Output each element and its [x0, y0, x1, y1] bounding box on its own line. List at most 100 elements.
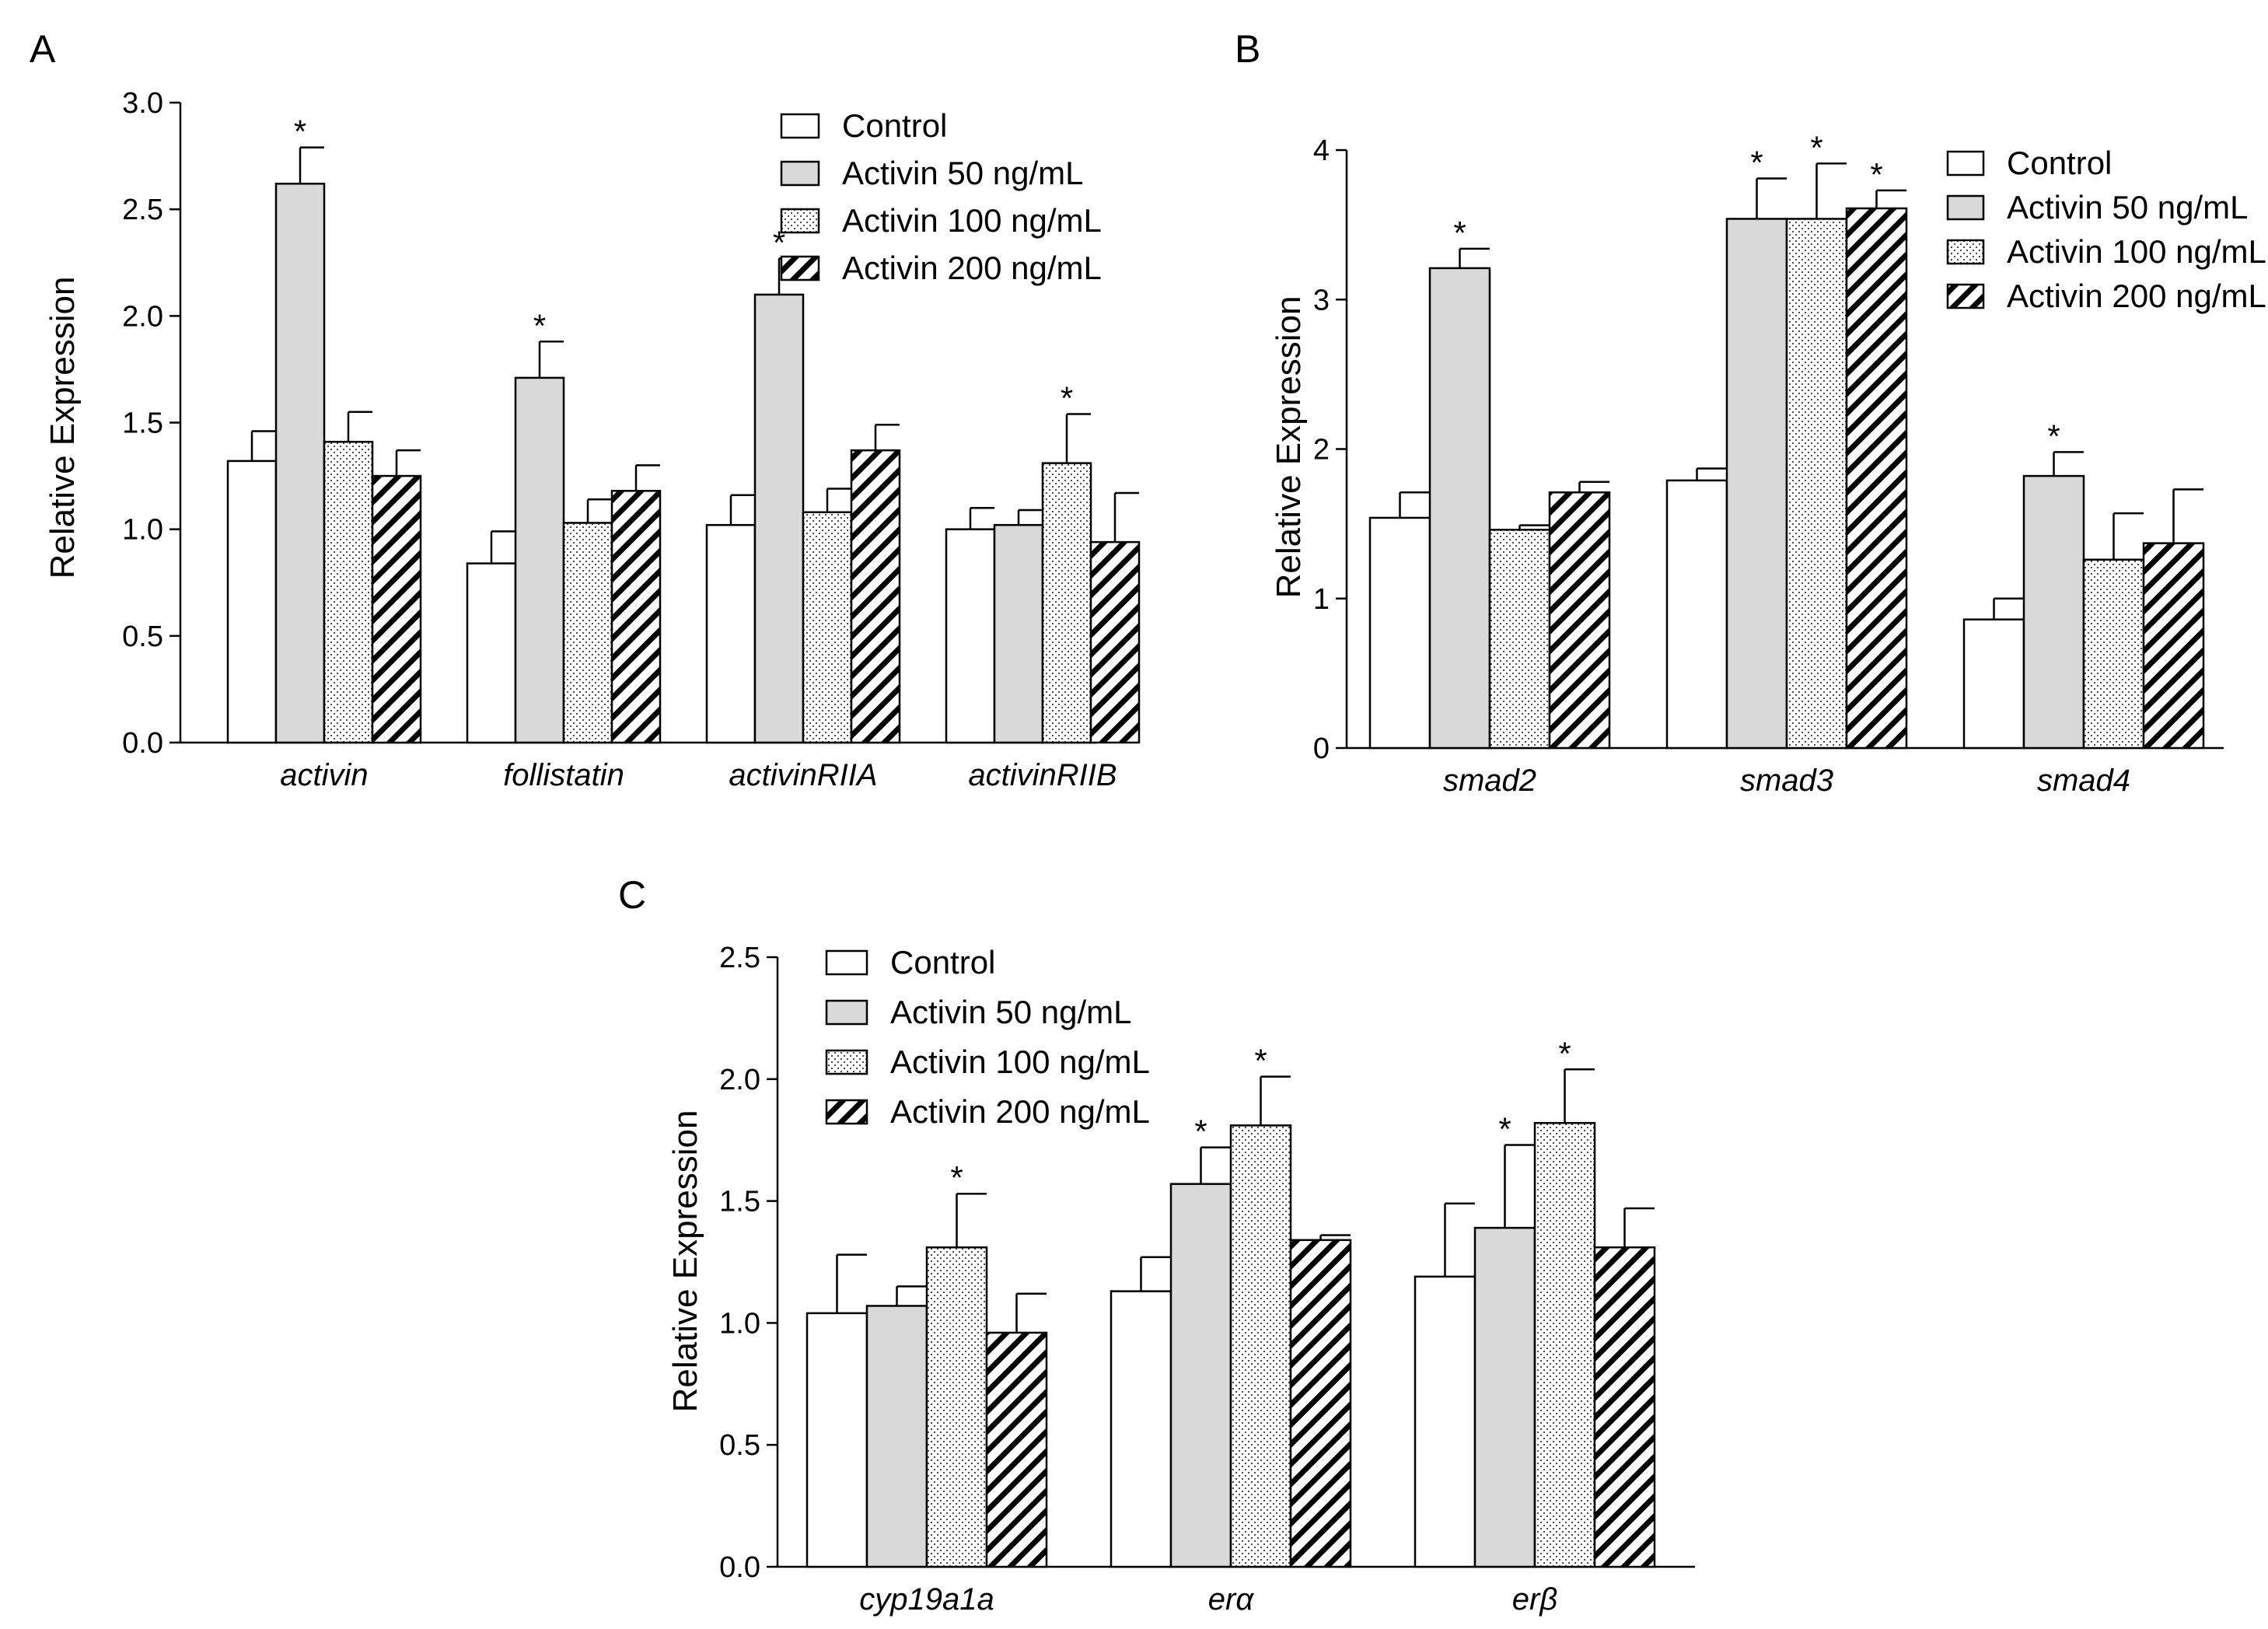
bar: [1593, 1246, 1656, 1568]
panel-c-y-axis-label: Relative Expression: [666, 1110, 704, 1413]
y-tick-label: 0: [1313, 732, 1330, 765]
bar: [1845, 207, 1908, 750]
panel-c-chart: C Relative Expression 0.0 0.5 1.0 1.5 2.0 2.5…: [618, 873, 1695, 1617]
bar: [1110, 1290, 1172, 1568]
bar: [1473, 1226, 1536, 1568]
x-category-label: follistatin: [503, 758, 624, 792]
y-tick-label: 1: [1313, 583, 1330, 616]
bar: [1533, 1121, 1596, 1568]
legend-label: Activin 200 ng/mL: [890, 1093, 1150, 1130]
y-tick-label: 2.0: [719, 1064, 760, 1096]
bar: [2022, 474, 2085, 750]
x-category-label: activinRIIA: [729, 758, 877, 792]
bar: [466, 562, 517, 744]
significance-marker: *: [950, 1159, 963, 1196]
bar: [1414, 1275, 1476, 1568]
legend-swatch: [825, 949, 868, 976]
y-tick-label: 2: [1313, 434, 1330, 467]
bar: [1962, 618, 2025, 750]
x-category-label: cyp19a1a: [859, 1582, 994, 1617]
bar: [274, 182, 326, 744]
legend-label: Control: [890, 944, 995, 981]
panel-b-letter: B: [1235, 27, 1260, 71]
x-category-label: smad2: [1443, 764, 1536, 798]
bar: [562, 522, 613, 744]
bar: [371, 474, 422, 744]
bar: [802, 511, 853, 744]
bar: [993, 523, 1044, 744]
x-category-label: smad3: [1740, 764, 1833, 798]
bar: [806, 1312, 868, 1568]
significance-marker: *: [1061, 380, 1073, 417]
bar: [753, 293, 805, 744]
bar: [1488, 529, 1551, 750]
panel-a-chart: A Relative Expression 0.0 0.5 1.0 1.5 2.0 2.5…: [30, 27, 1141, 792]
bar: [1548, 491, 1611, 750]
panel-a-legend: Control Activin 50 ng/mL Activin 100 ng/mL…: [780, 107, 1102, 286]
y-tick-label: 2.5: [122, 194, 163, 226]
y-tick-label: 3.0: [122, 87, 163, 120]
legend-swatch: [1946, 239, 1985, 265]
x-category-label: activinRIIB: [968, 758, 1117, 792]
legend-label: Control: [2007, 145, 2112, 181]
y-tick-label: 0.5: [719, 1429, 760, 1462]
significance-marker: *: [1558, 1035, 1571, 1071]
bar: [2082, 558, 2145, 750]
bar: [1169, 1183, 1232, 1568]
significance-marker: *: [294, 114, 306, 150]
x-category-label: activin: [280, 758, 368, 792]
bar: [1089, 540, 1141, 744]
panel-c-plot-area: 0.0 0.5 1.0 1.5 2.0 2.5 * cyp19a1a * * erα * * erβ: [719, 942, 1695, 1617]
significance-marker: *: [533, 307, 546, 344]
panel-a-plot-area: 0.0 0.5 1.0 1.5 2.0 2.5 3.0 * activin * follistati…: [122, 87, 1141, 792]
y-tick-label: 1.5: [719, 1186, 760, 1218]
significance-marker: *: [1254, 1043, 1267, 1079]
legend-label: Activin 100 ng/mL: [842, 202, 1102, 239]
bar: [1368, 516, 1431, 750]
bar: [865, 1305, 928, 1568]
panel-a-y-axis-label: Relative Expression: [44, 277, 82, 579]
y-tick-label: 1.0: [719, 1307, 760, 1340]
bar: [1041, 462, 1092, 744]
y-tick-label: 1.5: [122, 407, 163, 440]
bar: [1289, 1239, 1352, 1568]
significance-marker: *: [1870, 156, 1882, 193]
legend-swatch: [780, 255, 820, 281]
y-tick-label: 2.5: [719, 942, 760, 974]
panel-b-chart: B Relative Expression 0 1 2 3 4 * smad2 * * * smad…: [1235, 27, 2266, 798]
y-tick-label: 0.0: [122, 727, 163, 760]
panel-c-legend: Control Activin 50 ng/mL Activin 100 ng/mL…: [825, 944, 1150, 1130]
bar: [226, 460, 278, 744]
legend-swatch: [1946, 283, 1985, 309]
bar: [323, 440, 374, 744]
significance-marker: *: [1194, 1113, 1207, 1150]
legend-swatch: [825, 1049, 868, 1075]
panel-b-plot-area: 0 1 2 3 4 * smad2 * * * smad3 * smad4: [1313, 129, 2224, 798]
y-tick-label: 2.0: [122, 300, 163, 333]
bar: [705, 523, 757, 744]
bar: [985, 1331, 1048, 1568]
legend-swatch: [825, 999, 868, 1026]
legend-label: Activin 50 ng/mL: [890, 994, 1132, 1030]
legend-label: Activin 50 ng/mL: [842, 155, 1084, 191]
bar: [1665, 479, 1728, 750]
bar: [1428, 267, 1491, 750]
panel-a-letter: A: [30, 27, 56, 71]
panel-b-legend: Control Activin 50 ng/mL Activin 100 ng/mL…: [1946, 145, 2266, 314]
x-category-label: erα: [1208, 1582, 1255, 1617]
significance-marker: *: [2047, 418, 2060, 454]
legend-label: Activin 200 ng/mL: [2007, 278, 2266, 314]
x-category-label: erβ: [1512, 1582, 1557, 1617]
y-tick-label: 1.0: [122, 514, 163, 547]
y-tick-label: 0.5: [122, 620, 163, 653]
panel-b-y-axis-label: Relative Expression: [1270, 296, 1308, 599]
bar: [514, 376, 565, 744]
bar: [925, 1246, 988, 1568]
legend-swatch: [1946, 194, 1985, 221]
bar: [1785, 218, 1848, 750]
legend-label: Activin 100 ng/mL: [2007, 233, 2266, 270]
bar: [610, 490, 662, 744]
significance-marker: *: [1810, 129, 1822, 166]
bar: [850, 449, 901, 744]
